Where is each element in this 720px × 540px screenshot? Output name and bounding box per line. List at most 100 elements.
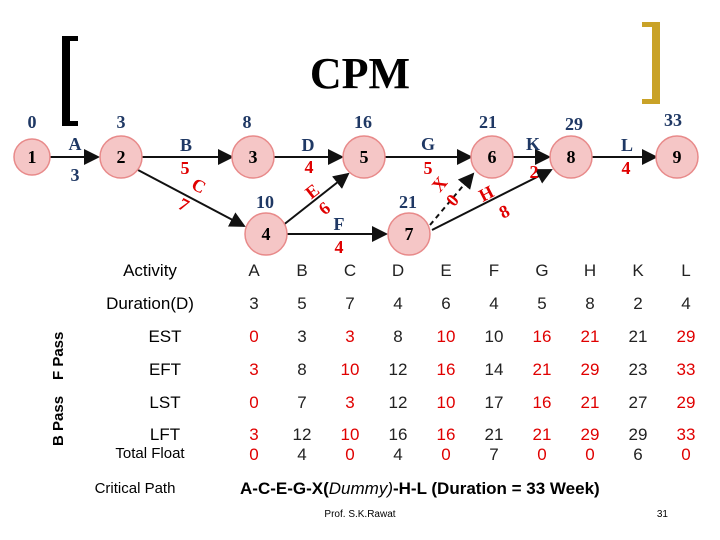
table-cell: 16 (436, 359, 456, 379)
node-1-time: 0 (28, 112, 37, 132)
page-number: 31 (656, 509, 668, 520)
node-9 (655, 135, 699, 179)
table-row: LFT 3 12 10 16 16 21 21 29 29 33 (70, 419, 710, 445)
node-2-id: 2 (117, 147, 126, 167)
edge-h-duration: 8 (496, 201, 513, 223)
node-8 (549, 135, 593, 179)
table-cell: 8 (585, 293, 595, 313)
node-5 (342, 135, 386, 179)
critical-path-label: Critical Path (94, 480, 176, 497)
node-5-id: 5 (360, 147, 369, 167)
edge-h (431, 169, 553, 231)
table-cell: 6 (441, 293, 451, 313)
table-cell: H (583, 260, 597, 280)
table-cell: 0 (585, 445, 595, 464)
table-cell: 5 (297, 293, 307, 313)
table-cell: 10 (340, 359, 360, 379)
edge-f-label: F (334, 214, 345, 234)
edge-a-duration: 3 (71, 165, 80, 185)
table-cell: 10 (436, 392, 456, 412)
edge-d-duration: 4 (305, 157, 314, 177)
node-8-time: 29 (565, 114, 583, 134)
edge-c-label: C (188, 174, 209, 198)
node-6 (470, 135, 514, 179)
table-row: EST 0 3 3 8 10 10 16 21 21 29 (70, 320, 710, 353)
table-cell: 29 (580, 359, 600, 379)
table-cell: 8 (297, 359, 307, 379)
table-cell: 3 (249, 359, 259, 379)
table-cell: 27 (628, 392, 648, 412)
table-cell: 12 (388, 359, 408, 379)
table-cell: 29 (676, 392, 696, 412)
edge-c (137, 169, 246, 227)
table-cell: F (488, 260, 500, 280)
node-4-id: 4 (262, 224, 271, 244)
table-cell: 7 (345, 293, 355, 313)
table-cell: 10 (484, 326, 504, 346)
backward-pass-label: B Pass (50, 395, 67, 446)
table-cell: 4 (297, 445, 307, 464)
table-cell: 4 (393, 445, 403, 464)
edge-e (281, 172, 350, 227)
table-cell: E (440, 260, 452, 280)
row-label: EST (148, 326, 182, 346)
table-cell: 33 (676, 425, 696, 444)
footer-author: Prof. S.K.Rawat (324, 509, 396, 520)
node-3-id: 3 (249, 147, 258, 167)
table-cell: 2 (633, 293, 643, 313)
node-7 (387, 212, 431, 256)
table-cell: 29 (676, 326, 696, 346)
table-cell: 0 (537, 445, 547, 464)
table-cell: 3 (249, 425, 259, 444)
edge-k-duration: 2 (530, 162, 539, 182)
table-cell: 12 (388, 392, 408, 412)
table-cell: G (535, 260, 549, 280)
edge-d-label: D (302, 135, 315, 155)
table-cell: 29 (628, 425, 648, 444)
edge-g-duration: 5 (424, 158, 433, 178)
row-label: Duration(D) (106, 293, 194, 313)
table-cell: A (248, 260, 260, 280)
table-cell: 0 (249, 326, 259, 346)
critical-path-prefix: A-C-E-G-X( (240, 479, 329, 498)
forward-pass-label: F Pass (50, 331, 67, 380)
cpm-network-diagram: 1 2 3 4 5 6 7 8 9 0 3 8 10 16 21 21 29 3… (13, 110, 699, 257)
cpm-table: Activity A B C D E F G H K L Duration(D) 3 5 7 4 6 4 5 8 2 4 E… (70, 254, 710, 473)
edge-l-duration: 4 (622, 158, 631, 178)
table-cell: 4 (681, 293, 691, 313)
table-cell: 0 (345, 445, 355, 464)
table-cell: 0 (249, 445, 259, 464)
table-cell: C (343, 260, 357, 280)
node-3 (231, 135, 275, 179)
row-label: Activity (123, 260, 177, 280)
table-cell: L (681, 260, 691, 280)
node-4-time: 10 (256, 192, 274, 212)
critical-path-value: A-C-E-G-X(Dummy)-H-L (Duration = 33 Week… (240, 479, 600, 499)
critical-path-suffix: -H-L (Duration = 33 Week) (392, 479, 600, 498)
edge-l-label: L (621, 135, 633, 155)
table-cell: 3 (297, 326, 307, 346)
table-row: EFT 3 8 10 12 16 14 21 29 23 33 (70, 353, 710, 386)
node-3-time: 8 (243, 112, 252, 132)
node-1 (13, 138, 51, 176)
edge-x (429, 172, 475, 226)
node-6-time: 21 (479, 112, 497, 132)
table-cell: 3 (345, 326, 355, 346)
node-8-id: 8 (567, 147, 576, 167)
table-cell: 5 (537, 293, 547, 313)
table-row: Duration(D) 3 5 7 4 6 4 5 8 2 4 (70, 287, 710, 320)
node-2 (99, 135, 143, 179)
table-cell: 14 (484, 359, 504, 379)
edge-e-duration: 6 (315, 198, 334, 219)
table-cell: 6 (633, 445, 643, 464)
table-cell: 33 (676, 359, 696, 379)
node-5-time: 16 (354, 112, 372, 132)
table-cell: B (296, 260, 308, 280)
row-label: LFT (149, 425, 181, 444)
edge-b-duration: 5 (181, 158, 190, 178)
node-9-time: 33 (664, 110, 682, 130)
node-9-id: 9 (673, 147, 682, 167)
table-cell: 7 (297, 392, 307, 412)
edge-k-label: K (526, 134, 540, 154)
table-cell: 4 (393, 293, 403, 313)
